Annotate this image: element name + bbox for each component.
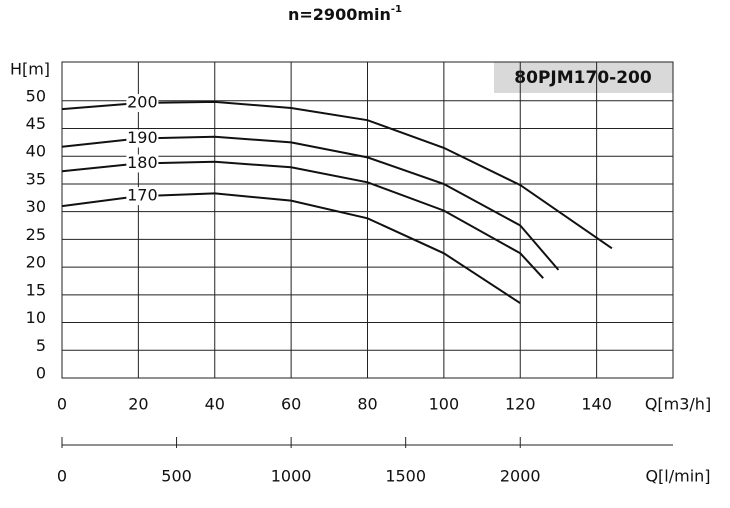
x-tick-label: 120: [505, 395, 536, 414]
curve: [61, 100, 613, 250]
y-tick-label: 45: [26, 114, 46, 133]
x2-tick-label: 1500: [385, 467, 426, 486]
x2-tick-label: 1000: [271, 467, 312, 486]
x-axis-label: Q[m3/h]: [645, 395, 711, 414]
y-tick-label: 5: [36, 336, 46, 355]
y-tick-label: 40: [26, 142, 46, 161]
curve-label-bg: [126, 94, 159, 113]
y-axis-label: H[m]: [10, 60, 50, 79]
x2-tick-label: 500: [161, 467, 192, 486]
curve-label: 200: [127, 93, 158, 112]
title-text: n=2900min: [288, 5, 391, 24]
y-tick-label: 15: [26, 280, 46, 299]
x-tick-label: 100: [429, 395, 460, 414]
y-tick-label: 10: [26, 308, 46, 327]
x2-axis-label: Q[l/min]: [645, 467, 710, 486]
model-box: [494, 62, 673, 93]
x-tick-label: 0: [57, 395, 67, 414]
curve-label: 170: [127, 186, 158, 205]
y-tick-label: 35: [26, 169, 46, 188]
x2-tick-label: 0: [57, 467, 67, 486]
curve-label: 180: [127, 153, 158, 172]
chart-title: n=2900min-1: [288, 4, 402, 24]
curve-label-bg: [126, 129, 159, 148]
x-tick-label: 80: [357, 395, 377, 414]
model-label: 80PJM170-200: [514, 68, 652, 88]
y-tick-label: 30: [26, 197, 46, 216]
x2-tick-label: 2000: [500, 467, 541, 486]
curve-label-bg: [126, 154, 159, 173]
x-tick-label: 60: [281, 395, 301, 414]
curve: [61, 160, 544, 279]
y-tick-label: 20: [26, 253, 46, 272]
title-superscript: -1: [391, 4, 402, 15]
curve-label-bg: [126, 187, 159, 206]
x-tick-label: 20: [128, 395, 148, 414]
y-tick-label: 50: [26, 86, 46, 105]
x-tick-label: 40: [205, 395, 225, 414]
y-tick-label: 0: [36, 364, 46, 383]
y-tick-label: 25: [26, 225, 46, 244]
curve-label: 190: [127, 128, 158, 147]
x-tick-label: 140: [581, 395, 612, 414]
